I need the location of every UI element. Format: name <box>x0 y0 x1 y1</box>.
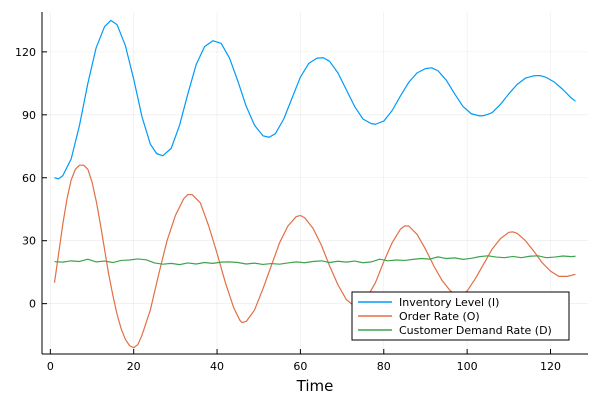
x-tick-label: 20 <box>127 360 141 373</box>
series-line-2 <box>54 255 576 266</box>
x-tick-label: 120 <box>540 360 561 373</box>
y-tick-label: 60 <box>22 172 36 185</box>
gridlines <box>42 12 588 354</box>
x-axis-title: Time <box>296 377 334 395</box>
x-tick-label: 100 <box>457 360 478 373</box>
x-tick-label: 40 <box>210 360 224 373</box>
series-lines <box>53 19 576 349</box>
y-tick-label: 120 <box>15 46 36 59</box>
axes <box>41 12 588 355</box>
y-tick-label: 0 <box>29 298 36 311</box>
legend-label-2: Customer Demand Rate (D) <box>399 324 552 337</box>
x-tick-label: 60 <box>293 360 307 373</box>
y-tick-label: 90 <box>22 109 36 122</box>
series-line-1 <box>53 164 576 349</box>
legend-label-0: Inventory Level (I) <box>399 296 499 309</box>
x-tick-label: 0 <box>47 360 54 373</box>
x-axis-ticks: 0 20 40 60 80 100 120 <box>47 349 561 373</box>
legend: Inventory Level (I)Order Rate (O)Custome… <box>351 291 570 341</box>
y-tick-label: 30 <box>22 235 36 248</box>
series-line-0 <box>54 19 576 180</box>
y-axis-ticks: 0 30 60 90 120 <box>15 46 47 311</box>
legend-label-1: Order Rate (O) <box>399 310 480 323</box>
x-tick-label: 80 <box>377 360 391 373</box>
